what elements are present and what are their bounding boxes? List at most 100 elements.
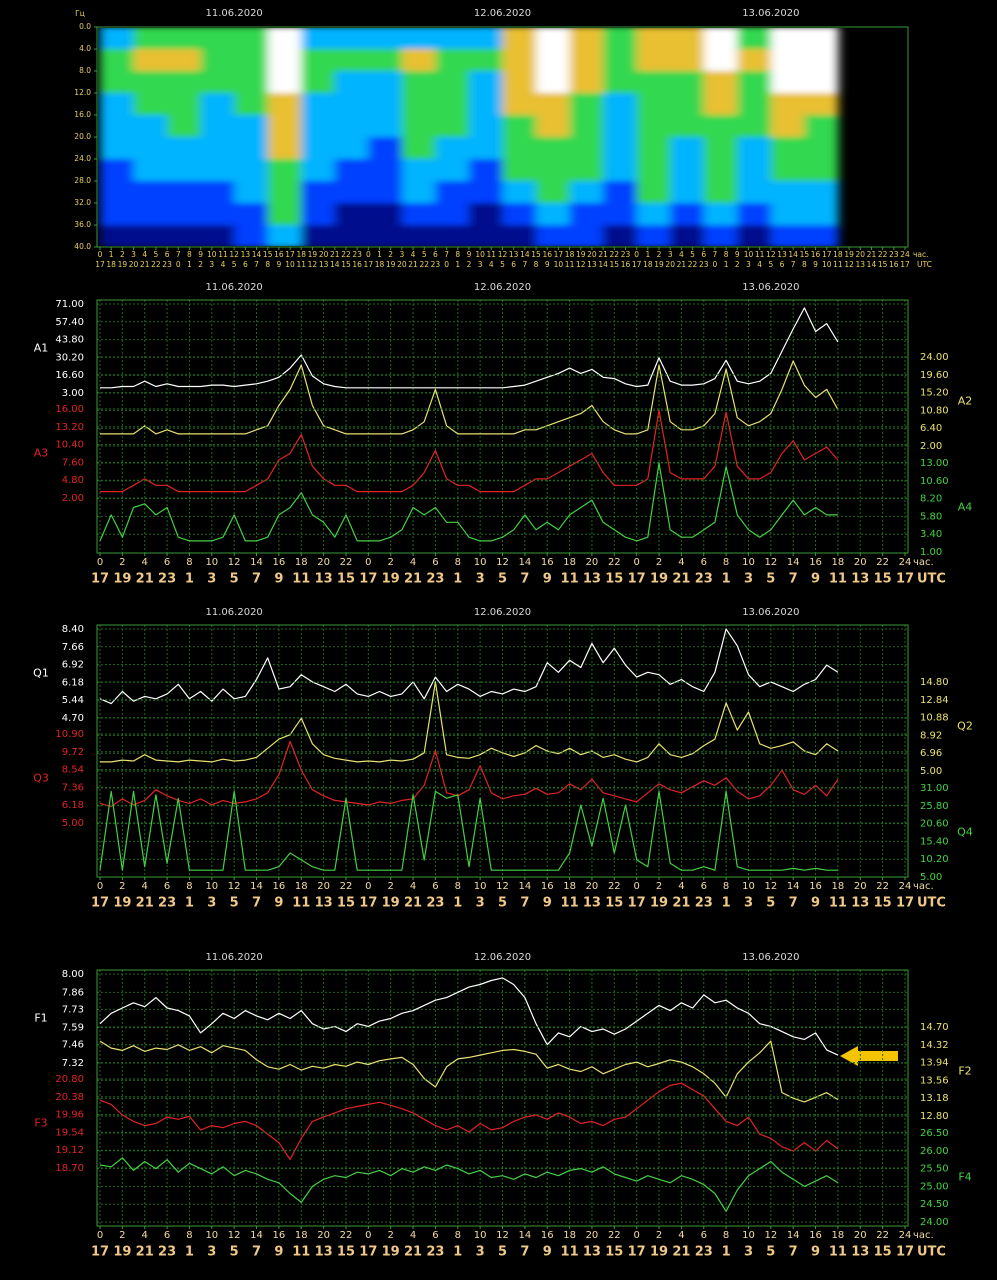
heat-cell [737,159,772,182]
y-tick-label: 12.0 [74,88,91,97]
utc-tick-label: 15 [605,896,623,911]
x-tick-label: 10 [742,1230,755,1241]
utc-tick-label: 21 [136,1245,154,1260]
heat-cell [401,159,436,182]
series-line [100,409,839,493]
x-tick-label: 18 [295,557,308,568]
x-tick-label: 18 [295,1230,308,1241]
heat-cell [737,93,772,116]
heat-cell [133,225,168,246]
heat-cell [536,71,571,94]
heat-cell [167,159,202,182]
utc-tick-label: 13 [315,572,333,587]
utc-tick-label: 16 [621,260,631,269]
x-tick-label: 5 [422,250,427,259]
x-tick-label: 22 [878,250,888,259]
x-tick-label: 5 [154,250,159,259]
heat-cell [401,28,436,50]
heat-cell [636,71,671,94]
y-tick-label: 20.0 [74,132,91,141]
utc-tick-label: 13 [315,896,333,911]
x-tick-label: 20 [317,1230,330,1241]
x-tick-label: 16 [811,250,821,259]
utc-tick-label: 9 [274,572,283,587]
heat-cell [670,93,705,116]
x-tick-label: 8 [723,557,729,568]
x-tick-label: 7 [444,250,449,259]
x-tick-label: 10 [742,881,755,892]
y-tick-label: 10.40 [55,440,84,451]
y-tick-label: 36.0 [74,220,91,229]
utc-tick-label: 23 [695,1245,713,1260]
heat-cell [401,203,436,226]
heat-cell [770,49,805,72]
x-tick-label: 4 [410,557,416,568]
utc-tick-label: 15 [337,572,355,587]
y-tick-label: 32.0 [74,198,91,207]
x-tick-label: 10 [205,881,218,892]
heat-cell [200,93,235,116]
utc-tick-label: 16 [352,260,362,269]
heat-cell [301,137,336,160]
utc-tick-label: 6 [511,260,516,269]
series-line [100,681,839,763]
heat-cell [636,159,671,182]
y-tick-label: 6.92 [62,660,84,671]
x-tick-label: 8 [723,881,729,892]
y-tick-label: 15.40 [920,836,949,847]
heat-cell [234,49,269,72]
y-tick-label: 31.00 [920,783,949,794]
x-tick-label: 14 [787,557,800,568]
heat-cell [100,137,135,160]
series-name: F1 [34,1012,47,1025]
series-name: A2 [958,395,973,408]
utc-tick-label: 3 [476,896,485,911]
x-tick-label: 1 [109,250,114,259]
x-tick-label: 20 [854,1230,867,1241]
utc-tick-label: 7 [520,1245,529,1260]
heat-cell [502,159,537,182]
x-tick-label: 12 [228,557,241,568]
x-tick-label: 18 [832,881,845,892]
spectrogram-cells [100,28,839,246]
date-label: 12.06.2020 [474,8,531,19]
heat-cell [401,181,436,204]
x-unit: час. [913,881,934,892]
x-tick-label: 8 [186,881,192,892]
x-tick-label: 8 [455,881,461,892]
y-tick-label: 8.20 [920,494,942,505]
heat-cell [468,115,503,138]
heat-cell [603,225,638,246]
utc-tick-label: 23 [699,260,709,269]
heat-cell [435,93,470,116]
heat-cell [267,137,302,160]
utc-tick-label: 17 [359,572,377,587]
heat-cell [167,137,202,160]
heat-cell [737,115,772,138]
heat-cell [435,49,470,72]
x-tick-label: 6 [164,881,170,892]
x-tick-label: 19 [844,250,854,259]
utc-tick-label: 17 [896,1245,914,1260]
heat-cell [267,28,302,50]
heat-cell [167,181,202,204]
utc-tick-label: 9 [545,260,550,269]
date-label: 11.06.2020 [206,952,263,963]
utc-tick-label: 1 [455,260,460,269]
y-tick-label: 19.96 [55,1110,84,1121]
x-tick-label: 1 [377,250,382,259]
x-tick-label: 2 [388,1230,394,1241]
heat-cell [301,93,336,116]
x-tick-label: 18 [563,557,576,568]
utc-tick-label: 19 [113,896,131,911]
x-tick-label: 10 [205,557,218,568]
heat-cell [804,203,839,226]
x-tick-label: 24 [900,250,910,259]
utc-tick-label: 11 [561,572,579,587]
utc-tick-label: 13 [583,1245,601,1260]
x-tick-label: 0 [365,1230,371,1241]
utc-tick-label: 5 [766,1245,775,1260]
x-tick-label: 2 [656,1230,662,1241]
utc-tick-label: 7 [252,572,261,587]
